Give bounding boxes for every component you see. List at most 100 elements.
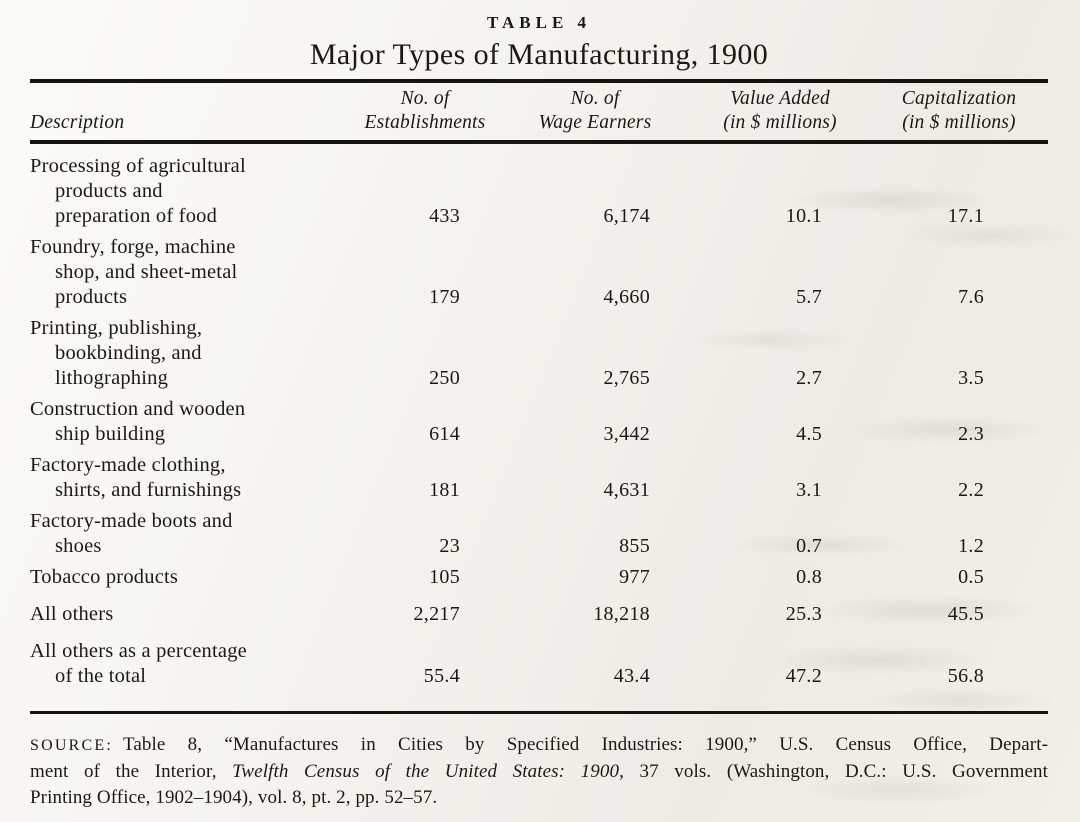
- column-header-capitalization: Capitalization (in $ millions): [870, 87, 1048, 135]
- cell-wage-earners: 43.4: [613, 665, 650, 687]
- description-line: All others as a percentage: [30, 640, 247, 662]
- description-line: shop, and sheet-metal: [55, 261, 238, 283]
- column-header-description: Description: [30, 112, 125, 133]
- description-line: bookbinding, and: [55, 342, 202, 364]
- table-row: Construction and wooden ship building 614…: [30, 397, 1048, 447]
- cell-capitalization: 17.1: [947, 205, 984, 227]
- description-line: shirts, and furnishings: [55, 479, 242, 501]
- description-line: Processing of agricultural: [30, 155, 246, 177]
- cell-establishments: 179: [429, 286, 460, 308]
- cell-establishments: 105: [429, 566, 460, 588]
- description-line: Construction and wooden: [30, 398, 246, 420]
- cell-capitalization: 1.2: [958, 535, 984, 557]
- cell-establishments: 55.4: [423, 665, 460, 687]
- cell-value-added: 25.3: [785, 603, 822, 625]
- description-line: of the total: [55, 665, 147, 687]
- cell-wage-earners: 6,174: [603, 205, 650, 227]
- cell-value-added: 10.1: [785, 205, 822, 227]
- table-rule-under-header: [30, 140, 1048, 144]
- table-body: Processing of agricultural products and pr…: [30, 144, 1048, 711]
- description-line: Factory-made clothing,: [30, 454, 226, 476]
- description-line: All others: [30, 603, 114, 625]
- source-text: ment of the Interior,: [30, 761, 233, 782]
- table-row: Tobacco products 105 977 0.8 0.5: [30, 565, 1048, 590]
- cell-capitalization: 3.5: [958, 367, 984, 389]
- description-line: Printing, publishing,: [30, 317, 203, 339]
- table-title: Major Types of Manufacturing, 1900: [309, 38, 769, 71]
- cell-capitalization: 56.8: [947, 665, 984, 687]
- description-line: Tobacco products: [30, 566, 179, 588]
- cell-wage-earners: 855: [619, 535, 650, 557]
- row-description: Foundry, forge, machine shop, and sheet-m…: [30, 235, 350, 310]
- table-row: All others 2,217 18,218 25.3 45.5: [30, 602, 1048, 627]
- cell-wage-earners: 2,765: [603, 367, 650, 389]
- cell-wage-earners: 4,631: [603, 479, 650, 501]
- description-line: shoes: [55, 535, 102, 557]
- table-header-row: Description No. of Establishments No. of…: [30, 83, 1048, 140]
- cell-establishments: 23: [439, 535, 460, 557]
- table-row: All others as a percentage of the total 5…: [30, 639, 1048, 689]
- description-line: Factory-made boots and: [30, 510, 233, 532]
- column-header-line: No. of: [400, 88, 450, 109]
- table-row: Foundry, forge, machine shop, and sheet-m…: [30, 235, 1048, 310]
- cell-capitalization: 2.3: [958, 423, 984, 445]
- table-caption: TABLE 4 Major Types of Manufacturing, 19…: [30, 12, 1048, 72]
- cell-value-added: 0.8: [796, 566, 822, 588]
- description-line: lithographing: [55, 367, 169, 389]
- table-row: Factory-made clothing, shirts, and furnis…: [30, 453, 1048, 503]
- column-header-value-added: Value Added (in $ millions): [690, 87, 870, 135]
- source-note: SOURCE: Table 8, “Manufactures in Cities …: [30, 732, 1048, 811]
- cell-wage-earners: 18,218: [593, 603, 650, 625]
- source-label: SOURCE:: [30, 737, 113, 754]
- source-note-line-2: ment of the Interior, Twelfth Census of …: [30, 759, 1048, 785]
- cell-wage-earners: 3,442: [603, 423, 650, 445]
- column-header-establishments: No. of Establishments: [350, 87, 500, 135]
- source-cited-work-title: Twelfth Census of the United States: 190…: [232, 761, 620, 782]
- description-line: products and: [55, 180, 163, 202]
- source-text: , 37 vols. (Washington, D.C.: U.S. Gover…: [619, 761, 1048, 782]
- cell-capitalization: 2.2: [958, 479, 984, 501]
- table-number-label: TABLE 4: [486, 13, 592, 32]
- source-note-line-3: Printing Office, 1902–1904), vol. 8, pt.…: [30, 785, 1048, 811]
- table-row: Factory-made boots and shoes 23 855 0.7 1…: [30, 509, 1048, 559]
- source-text: Table 8, “Manufactures in Cities by Spec…: [122, 734, 1048, 755]
- column-header-line: Value Added: [730, 88, 830, 109]
- column-header-line: Capitalization: [901, 88, 1017, 109]
- row-description: Printing, publishing, bookbinding, and lit…: [30, 316, 350, 391]
- cell-establishments: 614: [429, 423, 460, 445]
- table-row: Processing of agricultural products and pr…: [30, 154, 1048, 229]
- table-rule-top: [30, 79, 1048, 83]
- column-header-line: Wage Earners: [538, 112, 652, 133]
- row-description: Factory-made boots and shoes: [30, 509, 350, 559]
- cell-establishments: 181: [429, 479, 460, 501]
- description-line: products: [55, 286, 128, 308]
- description-line: preparation of food: [55, 205, 218, 227]
- cell-establishments: 433: [429, 205, 460, 227]
- cell-capitalization: 45.5: [947, 603, 984, 625]
- cell-wage-earners: 977: [619, 566, 650, 588]
- cell-value-added: 5.7: [796, 286, 822, 308]
- cell-capitalization: 0.5: [958, 566, 984, 588]
- column-header-wage-earners: No. of Wage Earners: [500, 87, 690, 135]
- cell-value-added: 47.2: [785, 665, 822, 687]
- source-note-line-1: SOURCE: Table 8, “Manufactures in Cities …: [30, 732, 1048, 759]
- row-description: Construction and wooden ship building: [30, 397, 350, 447]
- column-header-line: No. of: [570, 88, 620, 109]
- cell-value-added: 3.1: [796, 479, 822, 501]
- row-description: All others as a percentage of the total: [30, 639, 350, 689]
- cell-wage-earners: 4,660: [603, 286, 650, 308]
- row-description: Processing of agricultural products and pr…: [30, 154, 350, 229]
- row-description: Factory-made clothing, shirts, and furnis…: [30, 453, 350, 503]
- column-header-line: Establishments: [364, 112, 486, 133]
- cell-establishments: 250: [429, 367, 460, 389]
- description-line: Foundry, forge, machine: [30, 236, 236, 258]
- column-header-line: (in $ millions): [902, 112, 1016, 133]
- column-header-line: (in $ millions): [723, 112, 837, 133]
- row-description: All others: [30, 602, 350, 627]
- cell-value-added: 4.5: [796, 423, 822, 445]
- cell-value-added: 2.7: [796, 367, 822, 389]
- cell-establishments: 2,217: [413, 603, 460, 625]
- source-text: Printing Office, 1902–1904), vol. 8, pt.…: [30, 787, 438, 808]
- cell-value-added: 0.7: [796, 535, 822, 557]
